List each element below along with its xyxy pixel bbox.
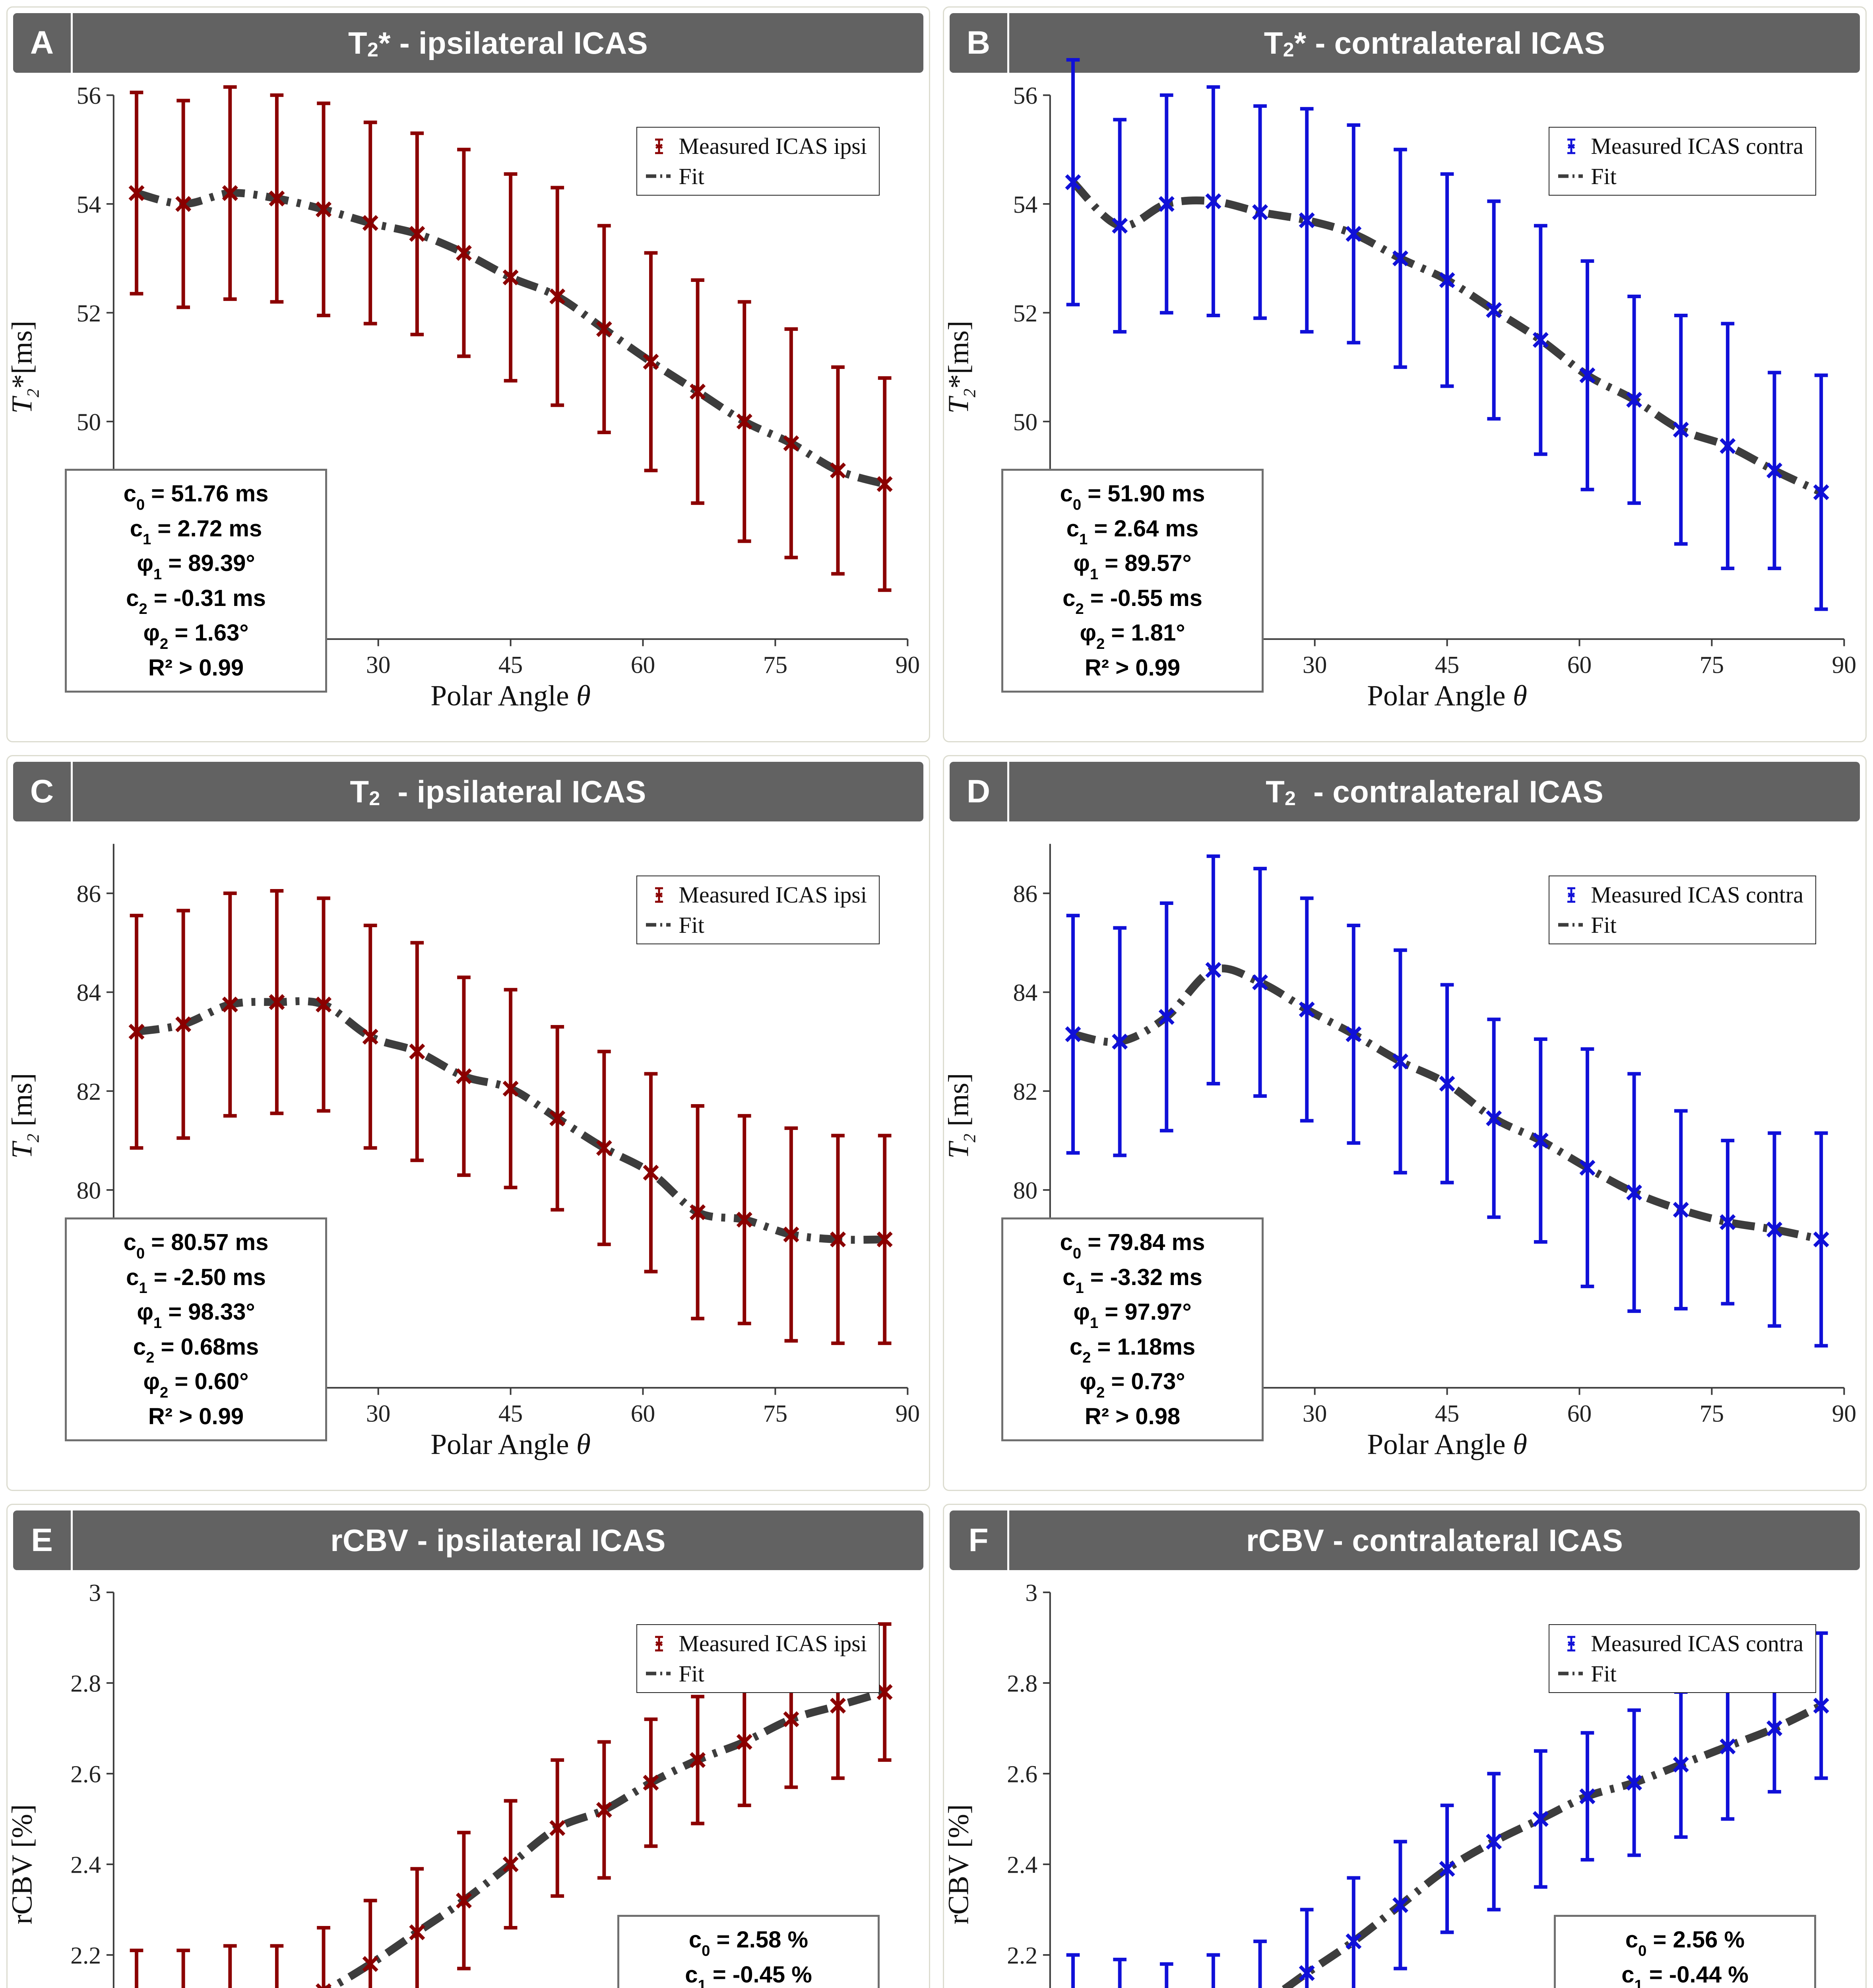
svg-text:3: 3 [1025, 1580, 1037, 1607]
svg-text:3: 3 [89, 1580, 101, 1607]
svg-text:82: 82 [1013, 1078, 1037, 1105]
svg-text:Polar Angle θ: Polar Angle θ [1367, 1428, 1527, 1460]
svg-text:86: 86 [77, 881, 101, 908]
svg-text:52: 52 [77, 300, 101, 327]
svg-text:2.6: 2.6 [1007, 1761, 1037, 1788]
svg-text:2.8: 2.8 [1007, 1670, 1037, 1697]
svg-text:Polar Angle θ: Polar Angle θ [1367, 679, 1527, 712]
svg-text:Polar Angle θ: Polar Angle θ [430, 1428, 591, 1460]
svg-text:50: 50 [77, 409, 101, 436]
svg-text:T2 [ms]: T2 [ms] [943, 1073, 979, 1159]
svg-text:50: 50 [1013, 409, 1037, 436]
svg-text:Polar Angle θ: Polar Angle θ [430, 679, 591, 712]
svg-text:2.4: 2.4 [70, 1852, 101, 1879]
svg-text:75: 75 [763, 652, 787, 679]
svg-text:30: 30 [1303, 652, 1327, 679]
svg-text:60: 60 [631, 652, 655, 679]
svg-text:80: 80 [77, 1177, 101, 1204]
svg-text:90: 90 [1832, 1400, 1856, 1427]
svg-text:30: 30 [366, 652, 390, 679]
svg-text:30: 30 [1303, 1400, 1327, 1427]
svg-text:45: 45 [1435, 1400, 1459, 1427]
svg-text:56: 56 [77, 82, 101, 109]
svg-text:2.2: 2.2 [70, 1942, 101, 1969]
svg-text:52: 52 [1013, 300, 1037, 327]
svg-text:90: 90 [896, 652, 920, 679]
svg-text:60: 60 [1567, 652, 1592, 679]
svg-text:rCBV [%]: rCBV [%] [6, 1804, 38, 1924]
svg-text:86: 86 [1013, 881, 1037, 908]
svg-text:2.4: 2.4 [1007, 1852, 1037, 1879]
svg-text:45: 45 [498, 1400, 523, 1427]
svg-text:75: 75 [1700, 1400, 1724, 1427]
svg-text:T2*[ms]: T2*[ms] [6, 320, 43, 414]
svg-text:54: 54 [77, 191, 101, 218]
svg-text:84: 84 [1013, 979, 1037, 1006]
svg-text:54: 54 [1013, 191, 1037, 218]
svg-text:rCBV [%]: rCBV [%] [943, 1804, 975, 1924]
svg-text:75: 75 [1700, 652, 1724, 679]
svg-text:45: 45 [498, 652, 523, 679]
svg-text:60: 60 [631, 1400, 655, 1427]
svg-text:75: 75 [763, 1400, 787, 1427]
svg-text:2.2: 2.2 [1007, 1942, 1037, 1969]
svg-text:45: 45 [1435, 652, 1459, 679]
svg-text:90: 90 [896, 1400, 920, 1427]
svg-text:60: 60 [1567, 1400, 1592, 1427]
svg-text:80: 80 [1013, 1177, 1037, 1204]
svg-text:T2*[ms]: T2*[ms] [943, 320, 979, 414]
svg-text:2.8: 2.8 [70, 1670, 101, 1697]
svg-text:82: 82 [77, 1078, 101, 1105]
svg-text:30: 30 [366, 1400, 390, 1427]
svg-text:90: 90 [1832, 652, 1856, 679]
svg-text:T2 [ms]: T2 [ms] [6, 1073, 43, 1159]
svg-text:56: 56 [1013, 82, 1037, 109]
svg-text:84: 84 [77, 979, 101, 1006]
svg-text:2.6: 2.6 [70, 1761, 101, 1788]
